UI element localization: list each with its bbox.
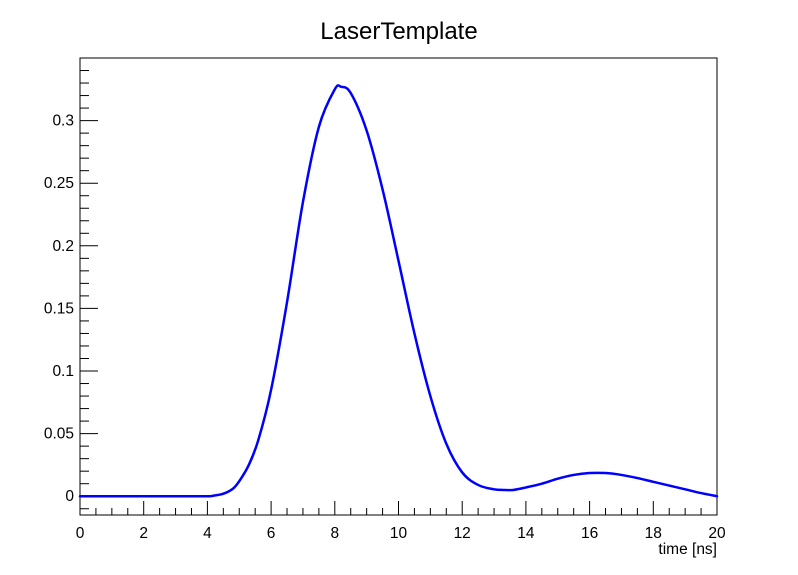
x-tick-label: 8: [330, 525, 339, 542]
y-tick-label: 0.3: [52, 113, 74, 130]
y-tick-label: 0: [65, 488, 74, 505]
y-tick-label: 0.1: [52, 363, 74, 380]
x-tick-label: 0: [76, 525, 85, 542]
x-axis-title: time [ns]: [658, 541, 717, 558]
plot-frame: [79, 57, 718, 516]
x-tick-label: 10: [390, 525, 408, 542]
series-line: [78, 84, 719, 498]
x-tick-label: 16: [581, 525, 598, 542]
y-tick-label: 0.25: [44, 175, 74, 192]
chart-title: LaserTemplate: [320, 18, 477, 45]
x-tick-label: 20: [708, 525, 726, 542]
x-tick-label: 6: [267, 525, 276, 542]
y-axis: 0 0.05 0.1 0.15 0.2 0.25 0.3: [44, 57, 98, 510]
y-tick-label: 0.2: [52, 238, 74, 255]
x-tick-label: 14: [517, 525, 535, 542]
x-axis: 0 2 4 6 8 10 12 14 16 18 20: [76, 501, 726, 542]
x-tick-label: 4: [203, 525, 212, 542]
y-tick-label: 0.05: [44, 426, 74, 443]
x-tick-label: 12: [454, 525, 471, 542]
x-tick-label: 2: [139, 525, 148, 542]
x-tick-label: 18: [645, 525, 662, 542]
y-tick-label: 0.15: [44, 300, 74, 317]
series-layer: [78, 84, 719, 498]
